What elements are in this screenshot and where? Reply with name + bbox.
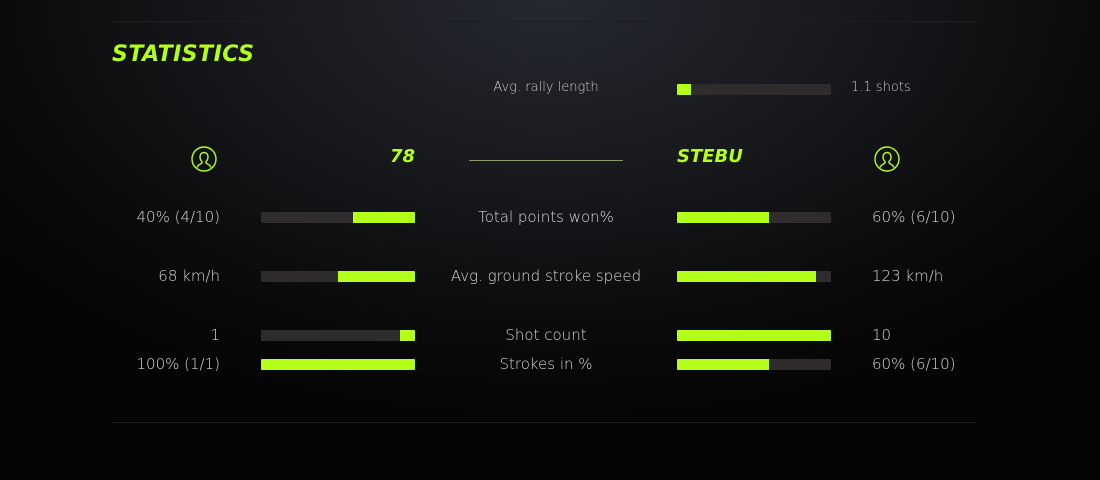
user-circle-icon <box>191 146 217 172</box>
stat-right-bar-fill <box>677 271 816 282</box>
stat-left-bar <box>261 330 415 341</box>
left-player-name: 78 <box>389 146 415 167</box>
center-divider <box>469 160 623 161</box>
stat-label: Shot count <box>505 326 587 344</box>
bottom-divider <box>112 422 976 423</box>
page-title: STATISTICS <box>112 42 255 67</box>
stat-left-value: 68 km/h <box>158 267 220 285</box>
stat-left-bar-fill <box>353 212 415 223</box>
top-divider <box>112 21 976 22</box>
rally-label: Avg. rally length <box>493 80 599 95</box>
stat-right-bar <box>677 271 831 282</box>
stat-left-bar-fill <box>399 330 415 341</box>
stat-label: Strokes in % <box>499 355 593 373</box>
stat-right-bar-fill <box>677 359 770 370</box>
stat-right-value: 123 km/h <box>872 267 944 285</box>
stat-right-value: 10 <box>872 326 892 344</box>
stat-left-value: 40% (4/10) <box>136 208 221 226</box>
stat-right-bar-fill <box>677 212 770 223</box>
stat-right-bar-fill <box>677 330 831 341</box>
stat-right-bar <box>677 330 831 341</box>
stat-left-bar-fill <box>261 359 415 370</box>
rally-value: 1.1 shots <box>851 80 911 95</box>
stat-right-bar <box>677 212 831 223</box>
stat-left-value: 1 <box>210 326 220 344</box>
rally-bar-fill <box>677 84 691 95</box>
stat-left-bar <box>261 271 415 282</box>
stat-label: Avg. ground stroke speed <box>450 267 642 285</box>
stat-right-bar <box>677 359 831 370</box>
rally-bar <box>677 84 831 95</box>
right-player-name: STEBU <box>677 146 743 167</box>
stat-label: Total points won% <box>478 208 614 226</box>
stat-right-value: 60% (6/10) <box>872 355 956 373</box>
stat-right-value: 60% (6/10) <box>872 208 956 226</box>
stat-left-bar <box>261 212 415 223</box>
stat-left-value: 100% (1/1) <box>136 355 221 373</box>
stat-left-bar-fill <box>338 271 415 282</box>
user-circle-icon <box>874 146 900 172</box>
stat-left-bar <box>261 359 415 370</box>
